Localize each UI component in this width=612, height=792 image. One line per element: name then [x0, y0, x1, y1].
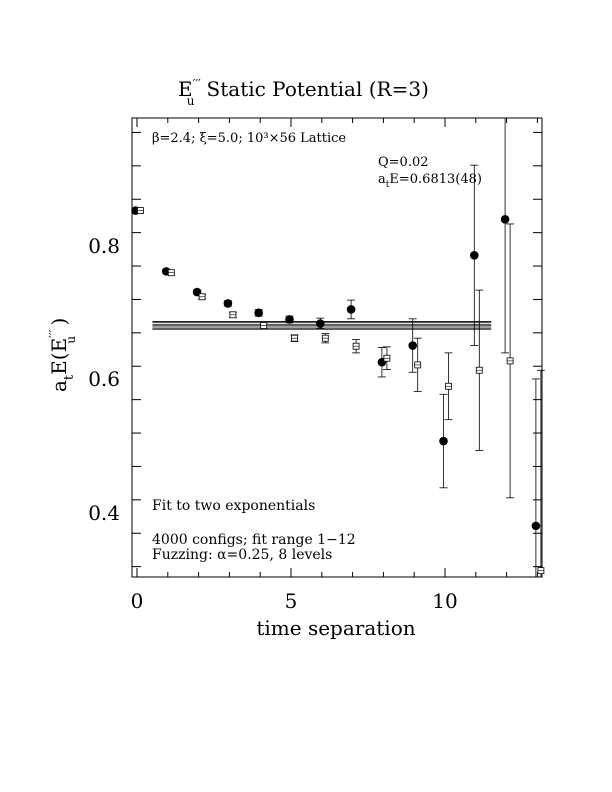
data-point-circle [346, 305, 356, 314]
data-point-circle [470, 251, 479, 260]
energy-sub: t [386, 180, 390, 190]
configs-annotation: 4000 configs; fit range 1−12 [152, 532, 356, 548]
x-tick-label: 5 [285, 589, 298, 613]
y-tick-label: 0.4 [88, 501, 120, 525]
data-point-circle [285, 315, 294, 324]
y-label-t: t [62, 374, 77, 380]
energy-annotation: atE=0.6813(48) [378, 172, 482, 190]
y-tick-labels: 0.4 0.6 0.8 [88, 234, 120, 525]
y-label-e: E(E [47, 338, 71, 375]
data-point-circle [500, 214, 510, 224]
data-points [131, 118, 545, 577]
y-label-prime: ′′′ [47, 329, 61, 337]
title-subscript: u [187, 94, 195, 108]
data-point-circle [408, 341, 418, 350]
x-tick-labels: 0 5 10 [131, 589, 458, 613]
energy-rest: E=0.6813(48) [389, 172, 482, 187]
x-axis-label: time separation [256, 616, 415, 640]
axis-ticks [132, 118, 542, 577]
x-tick-label: 0 [131, 589, 144, 613]
data-point-circle [254, 308, 263, 318]
energy-prefix: a [378, 172, 386, 187]
data-point-circle [439, 436, 448, 446]
x-tick-label: 10 [432, 589, 457, 613]
plot-frame [131, 117, 543, 578]
y-label-a: a [47, 380, 71, 392]
fuzzing-annotation: Fuzzing: α=0.25, 8 levels [152, 547, 332, 563]
chart-title: E′′′ u Static Potential (R=3) [178, 77, 429, 108]
y-axis-label: atE(E′′′u ) [47, 318, 78, 392]
title-text: Static Potential (R=3) [207, 77, 429, 101]
data-point-circle [316, 319, 325, 328]
data-point-circle [223, 299, 233, 308]
y-tick-label: 0.6 [88, 367, 120, 391]
title-symbol: E [178, 77, 193, 101]
title-prime: ′′′ [193, 77, 201, 91]
y-label-u: u [64, 336, 78, 344]
fit-type-annotation: Fit to two exponentials [152, 498, 315, 514]
lattice-annotation: β=2.4; ξ=5.0; 10³×56 Lattice [152, 131, 346, 146]
data-point-circle [531, 521, 541, 531]
q-annotation: Q=0.02 [378, 155, 429, 170]
y-tick-label: 0.8 [88, 234, 120, 258]
y-label-close: ) [47, 318, 71, 332]
